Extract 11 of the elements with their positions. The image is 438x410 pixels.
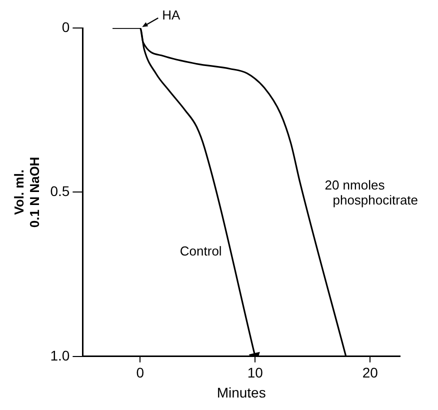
y-tick-label: 1.0 [50, 347, 70, 364]
x-tick-label: 0 [136, 364, 144, 381]
series-label: Control [180, 244, 222, 259]
x-tick-label: 10 [247, 364, 264, 381]
y-axis-title: Vol. ml. 0.1 N NaOH [11, 156, 42, 228]
series-label: 20 nmoles phosphocitrate [324, 177, 418, 208]
x-tick-label: 20 [362, 364, 378, 381]
x-axis-title: Minutes [216, 384, 266, 400]
y-tick-label: 0.5 [50, 183, 70, 200]
annotation: HA [162, 8, 181, 23]
y-tick-label: 0 [62, 18, 70, 35]
